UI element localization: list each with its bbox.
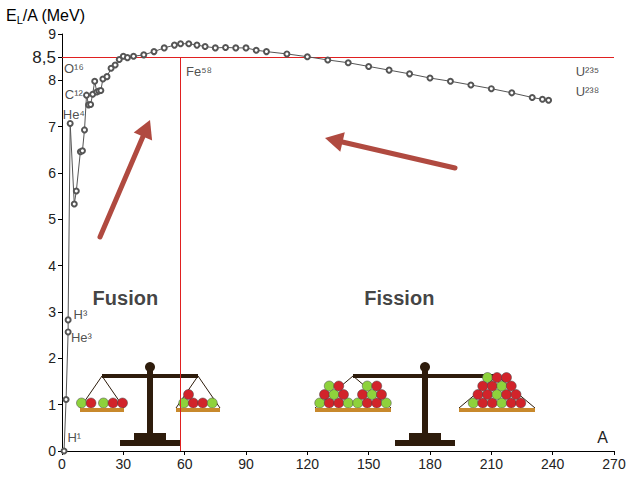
svg-text:O¹⁶: O¹⁶ xyxy=(64,61,84,76)
svg-text:0: 0 xyxy=(48,443,56,459)
svg-text:L: L xyxy=(16,13,23,26)
svg-text:H³: H³ xyxy=(74,307,88,322)
svg-text:120: 120 xyxy=(296,456,320,472)
svg-text:4: 4 xyxy=(48,258,56,274)
svg-text:240: 240 xyxy=(541,456,565,472)
svg-text:U²³⁸: U²³⁸ xyxy=(576,84,600,99)
svg-text:9: 9 xyxy=(48,26,56,42)
svg-text:He³: He³ xyxy=(71,330,93,345)
svg-text:60: 60 xyxy=(177,456,193,472)
svg-text:/A (MeV): /A (MeV) xyxy=(23,7,85,24)
svg-text:270: 270 xyxy=(602,456,626,472)
svg-text:90: 90 xyxy=(238,456,254,472)
svg-text:Fusion: Fusion xyxy=(93,287,159,309)
svg-text:U²³⁵: U²³⁵ xyxy=(576,64,599,79)
svg-text:5: 5 xyxy=(48,211,56,227)
svg-text:C¹²: C¹² xyxy=(65,87,84,102)
svg-text:30: 30 xyxy=(116,456,132,472)
svg-text:150: 150 xyxy=(357,456,381,472)
svg-text:0: 0 xyxy=(58,456,66,472)
svg-text:3: 3 xyxy=(48,304,56,320)
svg-text:A: A xyxy=(597,429,608,446)
svg-text:2: 2 xyxy=(48,350,56,366)
svg-text:H¹: H¹ xyxy=(67,430,81,445)
svg-text:Fe⁵⁸: Fe⁵⁸ xyxy=(186,64,212,79)
svg-text:7: 7 xyxy=(48,119,56,135)
svg-text:6: 6 xyxy=(48,165,56,181)
svg-text:180: 180 xyxy=(418,456,442,472)
svg-text:210: 210 xyxy=(480,456,504,472)
svg-text:Fission: Fission xyxy=(364,287,434,309)
svg-text:He⁴: He⁴ xyxy=(63,107,85,122)
svg-text:8: 8 xyxy=(48,72,56,88)
svg-text:E: E xyxy=(6,7,17,24)
svg-text:1: 1 xyxy=(48,397,56,413)
svg-text:8,5: 8,5 xyxy=(32,48,56,67)
